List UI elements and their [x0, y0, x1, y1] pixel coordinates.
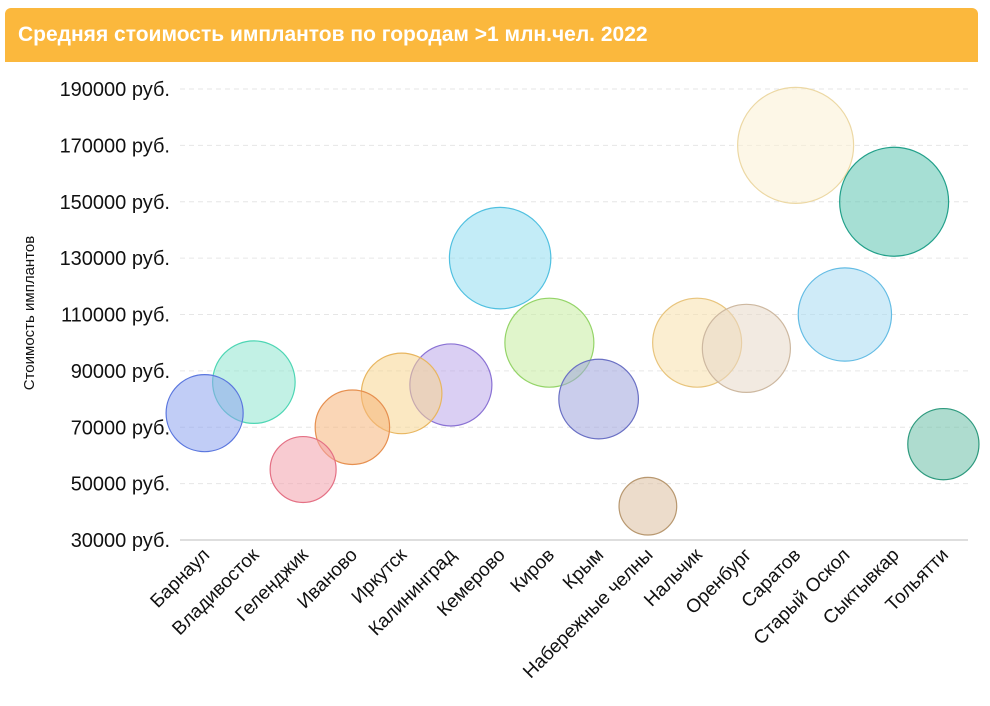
- y-tick-label: 30000 руб.: [71, 530, 170, 552]
- bubble-point: [701, 303, 792, 393]
- bubble-point: [504, 297, 595, 388]
- bubble-point: [314, 389, 391, 466]
- x-axis-categories: БарнаулВладивостокГеленджикИвановоИркутс…: [147, 544, 953, 683]
- bubble-point: [618, 476, 678, 536]
- bubble-point: [558, 358, 640, 440]
- x-category-label: Киров: [507, 545, 559, 597]
- y-tick-label: 150000 руб.: [60, 192, 170, 214]
- y-axis-ticks: 30000 руб. 50000 руб. 70000 руб. 90000 руб.…: [60, 79, 170, 552]
- bubbles: [165, 86, 980, 536]
- bubble-point: [907, 407, 980, 481]
- y-tick-label: 110000 руб.: [61, 305, 170, 327]
- y-tick-label: 170000 руб.: [60, 135, 170, 157]
- y-tick-label: 70000 руб.: [71, 417, 170, 439]
- y-tick-label: 90000 руб.: [71, 361, 170, 383]
- bubble-point: [797, 267, 893, 362]
- y-tick-label: 50000 руб.: [71, 474, 170, 496]
- bubble-point: [737, 86, 855, 204]
- y-tick-label: 190000 руб.: [60, 79, 170, 101]
- bubble-point: [269, 435, 337, 504]
- chart-title: Средняя стоимость имплантов по городам >…: [5, 8, 978, 62]
- y-axis-title: Стоимость имплантов: [21, 236, 38, 390]
- y-tick-label: 130000 руб.: [60, 248, 170, 270]
- bubble-point: [839, 146, 950, 257]
- bubble-point: [448, 206, 552, 310]
- bubble-point: [165, 374, 244, 453]
